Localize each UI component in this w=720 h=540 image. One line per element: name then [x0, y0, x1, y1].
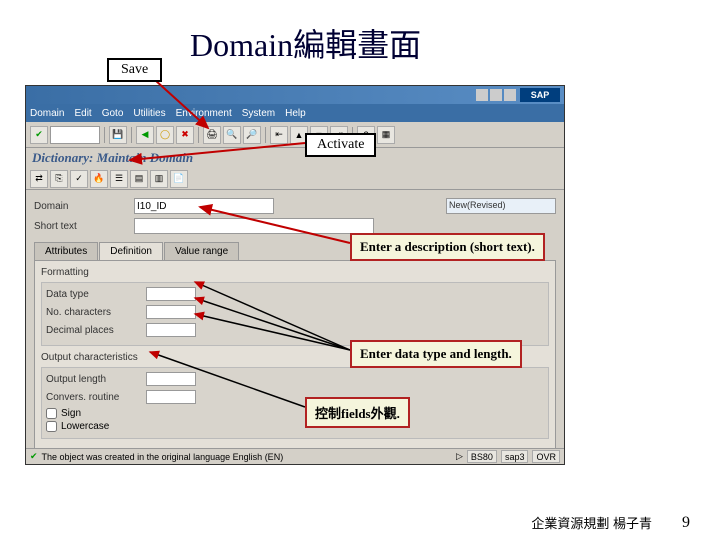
- group-output: Output length Convers. routine Sign Lowe…: [41, 367, 549, 439]
- lowercase-checkbox[interactable]: [46, 421, 57, 432]
- callout-activate: Activate: [305, 133, 376, 157]
- check-icon[interactable]: ✓: [70, 170, 88, 188]
- content-area: Domain New(Revised) Short text Attribute…: [26, 190, 564, 448]
- slide-title: Domain編輯畫面: [190, 20, 421, 66]
- tool-icon[interactable]: ▤: [130, 170, 148, 188]
- save-button[interactable]: 💾: [109, 126, 127, 144]
- footer-text: 企業資源規劃 楊子青: [531, 513, 652, 532]
- callout-output: 控制fields外觀.: [305, 397, 410, 428]
- data-type-input[interactable]: [146, 287, 196, 301]
- output-length-label: Output length: [46, 374, 146, 385]
- window-controls[interactable]: [476, 89, 516, 101]
- cancel-icon[interactable]: ✖: [176, 126, 194, 144]
- menubar[interactable]: Domain Edit Goto Utilities Environment S…: [26, 104, 564, 122]
- sap-window: SAP Domain Edit Goto Utilities Environme…: [25, 85, 565, 465]
- other-object-icon[interactable]: ⎘: [50, 170, 68, 188]
- menu-environment[interactable]: Environment: [176, 108, 232, 119]
- dec-places-input[interactable]: [146, 323, 196, 337]
- command-field[interactable]: [50, 126, 100, 144]
- doc-icon[interactable]: 📄: [170, 170, 188, 188]
- page-header: Dictionary: Maintain Domain: [26, 148, 564, 168]
- group-formatting: Data type No. characters Decimal places: [41, 282, 549, 346]
- status-arrow-icon: ▷: [456, 451, 463, 462]
- status-mode: OVR: [532, 450, 560, 463]
- activate-button[interactable]: 🔥: [90, 170, 108, 188]
- output-length-input[interactable]: [146, 372, 196, 386]
- statusbar: ✔ The object was created in the original…: [26, 448, 564, 464]
- sign-label: Sign: [61, 408, 81, 419]
- layout-icon[interactable]: ▦: [377, 126, 395, 144]
- where-used-icon[interactable]: ☰: [110, 170, 128, 188]
- sign-checkbox[interactable]: [46, 408, 57, 419]
- tab-value-range[interactable]: Value range: [164, 242, 239, 260]
- find-next-icon[interactable]: 🔎: [243, 126, 261, 144]
- print-icon[interactable]: 🖨: [203, 126, 221, 144]
- menu-help[interactable]: Help: [285, 108, 306, 119]
- data-type-label: Data type: [46, 289, 146, 300]
- display-change-icon[interactable]: ⇄: [30, 170, 48, 188]
- domain-label: Domain: [34, 201, 134, 212]
- group-formatting-title: Formatting: [41, 267, 549, 278]
- num-chars-label: No. characters: [46, 307, 146, 318]
- find-icon[interactable]: 🔍: [223, 126, 241, 144]
- tab-definition[interactable]: Definition: [99, 242, 163, 260]
- domain-input[interactable]: [134, 198, 274, 214]
- back-icon[interactable]: ◀: [136, 126, 154, 144]
- lowercase-label: Lowercase: [61, 421, 109, 432]
- convers-input[interactable]: [146, 390, 196, 404]
- status-system: BS80: [467, 450, 497, 463]
- callout-description: Enter a description (short text).: [350, 233, 545, 261]
- status-message: The object was created in the original l…: [42, 452, 452, 462]
- num-chars-input[interactable]: [146, 305, 196, 319]
- status-ok-icon: ✔: [30, 451, 38, 462]
- menu-domain[interactable]: Domain: [30, 108, 64, 119]
- menu-edit[interactable]: Edit: [74, 108, 91, 119]
- titlebar: SAP: [26, 86, 564, 104]
- tool-icon-2[interactable]: ▥: [150, 170, 168, 188]
- tab-attributes[interactable]: Attributes: [34, 242, 98, 260]
- convers-label: Convers. routine: [46, 392, 146, 403]
- status-badge: New(Revised): [446, 198, 556, 214]
- first-page-icon[interactable]: ⇤: [270, 126, 288, 144]
- menu-system[interactable]: System: [242, 108, 275, 119]
- sap-logo: SAP: [520, 88, 560, 102]
- exit-icon[interactable]: ◯: [156, 126, 174, 144]
- page-number: 9: [682, 514, 690, 532]
- menu-goto[interactable]: Goto: [102, 108, 124, 119]
- app-toolbar: ⇄ ⎘ ✓ 🔥 ☰ ▤ ▥ 📄: [26, 168, 564, 190]
- menu-utilities[interactable]: Utilities: [133, 108, 165, 119]
- slide-footer: 企業資源規劃 楊子青 9: [531, 513, 690, 532]
- callout-datatype: Enter data type and length.: [350, 340, 522, 368]
- checkmark-icon[interactable]: ✔: [30, 126, 48, 144]
- short-text-input[interactable]: [134, 218, 374, 234]
- short-text-label: Short text: [34, 221, 134, 232]
- dec-places-label: Decimal places: [46, 325, 146, 336]
- callout-save: Save: [107, 58, 162, 82]
- standard-toolbar: ✔ 💾 ◀ ◯ ✖ 🖨 🔍 🔎 ⇤ ▲ ▼ ⇥ ? ▦: [26, 122, 564, 148]
- status-client: sap3: [501, 450, 529, 463]
